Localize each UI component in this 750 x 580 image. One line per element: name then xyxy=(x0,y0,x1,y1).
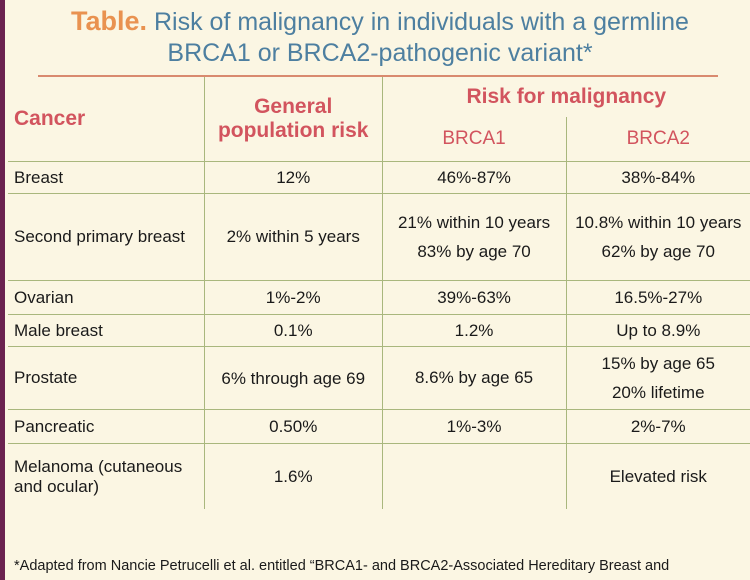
cell-general: 0.1% xyxy=(203,314,383,347)
table-row: Prostate 6% through age 69 8.6% by age 6… xyxy=(8,346,750,410)
cell-brca2: 2%-7% xyxy=(565,409,750,444)
header-brca1: BRCA1 xyxy=(381,117,567,162)
left-accent-bar xyxy=(0,0,5,580)
title-line-1: Table. Risk of malignancy in individuals… xyxy=(10,6,750,38)
cell-brca1-a: 21% within 10 years xyxy=(397,213,551,232)
table-row: Ovarian 1%-2% 39%-63% 16.5%-27% xyxy=(8,280,750,315)
table-row: Male breast 0.1% 1.2% Up to 8.9% xyxy=(8,314,750,347)
cell-brca2: 16.5%-27% xyxy=(565,280,750,315)
cell-brca1: 39%-63% xyxy=(381,280,567,315)
cell-general: 6% through age 69 xyxy=(203,346,383,410)
cell-brca2-a: 10.8% within 10 years xyxy=(575,213,742,232)
header-rule xyxy=(38,75,718,77)
table-row: Second primary breast 2% within 5 years … xyxy=(8,193,750,281)
cell-cancer: Ovarian xyxy=(8,280,205,315)
cell-cancer: Second primary breast xyxy=(8,193,205,281)
cell-brca1: 46%-87% xyxy=(381,161,567,194)
cell-cancer: Pancreatic xyxy=(8,409,205,444)
cell-general: 2% within 5 years xyxy=(203,193,383,281)
cell-brca1-b: 83% by age 70 xyxy=(417,242,531,261)
cell-brca1: 21% within 10 years 83% by age 70 xyxy=(381,193,567,281)
title-text-1: Risk of malignancy in individuals with a… xyxy=(154,8,689,36)
cell-brca1: 1.2% xyxy=(381,314,567,347)
table-title: Table. Risk of malignancy in individuals… xyxy=(10,6,750,69)
cell-brca2-b: 62% by age 70 xyxy=(601,242,715,261)
cell-general: 12% xyxy=(203,161,383,194)
cell-brca1: 1%-3% xyxy=(381,409,567,444)
header-brca2: BRCA2 xyxy=(565,117,750,162)
title-text-2: BRCA1 or BRCA2-pathogenic variant* xyxy=(167,39,593,67)
header-risk-malignancy: Risk for malignancy xyxy=(381,77,750,117)
header-cancer: Cancer xyxy=(8,77,205,162)
table-row: Breast 12% 46%-87% 38%-84% xyxy=(8,161,750,194)
risk-table: Cancer General population risk Risk for … xyxy=(8,77,750,509)
cell-general: 0.50% xyxy=(203,409,383,444)
cell-brca2: Up to 8.9% xyxy=(565,314,750,347)
table-row: Pancreatic 0.50% 1%-3% 2%-7% xyxy=(8,409,750,444)
cell-brca2-a: 15% by age 65 xyxy=(601,354,715,373)
footnote: *Adapted from Nancie Petrucelli et al. e… xyxy=(14,558,670,574)
cell-cancer: Prostate xyxy=(8,346,205,410)
cell-brca2: Elevated risk xyxy=(565,443,750,509)
cell-cancer: Breast xyxy=(8,161,205,194)
cell-cancer: Male breast xyxy=(8,314,205,347)
cell-brca1: 8.6% by age 65 xyxy=(381,346,567,410)
cell-brca2: 10.8% within 10 years 62% by age 70 xyxy=(565,193,750,281)
cell-brca2: 38%-84% xyxy=(565,161,750,194)
cell-brca2-b: 20% lifetime xyxy=(611,383,705,402)
cell-brca2: 15% by age 65 20% lifetime xyxy=(565,346,750,410)
table-row: Melanoma (cutaneous and ocular) 1.6% Ele… xyxy=(8,443,750,509)
title-label: Table. xyxy=(71,6,148,36)
cell-brca1 xyxy=(381,443,567,509)
header-general-risk: General population risk xyxy=(203,77,383,162)
cell-general: 1%-2% xyxy=(203,280,383,315)
cell-cancer: Melanoma (cutaneous and ocular) xyxy=(8,443,205,509)
cell-general: 1.6% xyxy=(203,443,383,509)
